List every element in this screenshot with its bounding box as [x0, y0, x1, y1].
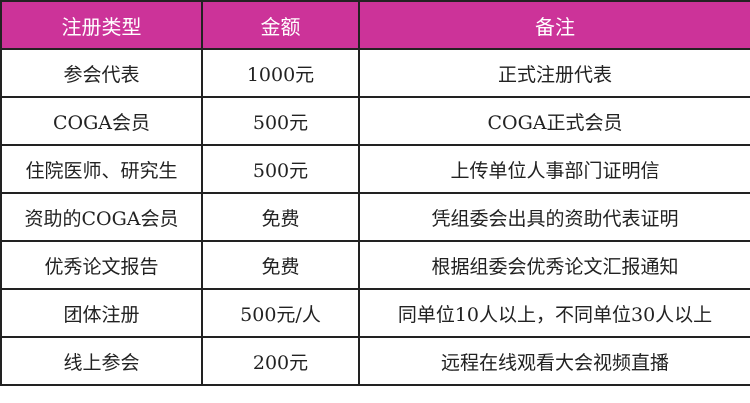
type-cell: 资助的COGA会员 [0, 192, 203, 242]
table-row: COGA会员 500元 COGA正式会员 [0, 96, 750, 146]
amount-cell: 1000元 [201, 48, 360, 98]
type-cell: 参会代表 [0, 48, 203, 98]
registration-fee-table: 注册类型 金额 备注 参会代表 1000元 正式注册代表 COGA会员 500元 COGA… [0, 0, 750, 386]
type-cell: 优秀论文报告 [0, 240, 203, 290]
header-amount: 金额 [201, 0, 360, 50]
note-cell: 正式注册代表 [358, 48, 750, 98]
type-cell: 线上参会 [0, 336, 203, 386]
amount-cell: 免费 [201, 192, 360, 242]
amount-cell: 500元 [201, 96, 360, 146]
note-cell: 同单位10人以上，不同单位30人以上 [358, 288, 750, 338]
note-cell: 凭组委会出具的资助代表证明 [358, 192, 750, 242]
amount-cell: 免费 [201, 240, 360, 290]
type-cell: 住院医师、研究生 [0, 144, 203, 194]
type-cell: COGA会员 [0, 96, 203, 146]
amount-cell: 500元/人 [201, 288, 360, 338]
amount-cell: 500元 [201, 144, 360, 194]
header-row: 注册类型 金额 备注 [0, 0, 750, 50]
table-row: 住院医师、研究生 500元 上传单位人事部门证明信 [0, 144, 750, 194]
table-row: 优秀论文报告 免费 根据组委会优秀论文汇报通知 [0, 240, 750, 290]
table-row: 线上参会 200元 远程在线观看大会视频直播 [0, 336, 750, 386]
header-type: 注册类型 [0, 0, 203, 50]
table-row: 团体注册 500元/人 同单位10人以上，不同单位30人以上 [0, 288, 750, 338]
note-cell: 远程在线观看大会视频直播 [358, 336, 750, 386]
note-cell: 根据组委会优秀论文汇报通知 [358, 240, 750, 290]
type-cell: 团体注册 [0, 288, 203, 338]
header-note: 备注 [358, 0, 750, 50]
table-row: 参会代表 1000元 正式注册代表 [0, 48, 750, 98]
amount-cell: 200元 [201, 336, 360, 386]
note-cell: COGA正式会员 [358, 96, 750, 146]
table-row: 资助的COGA会员 免费 凭组委会出具的资助代表证明 [0, 192, 750, 242]
note-cell: 上传单位人事部门证明信 [358, 144, 750, 194]
